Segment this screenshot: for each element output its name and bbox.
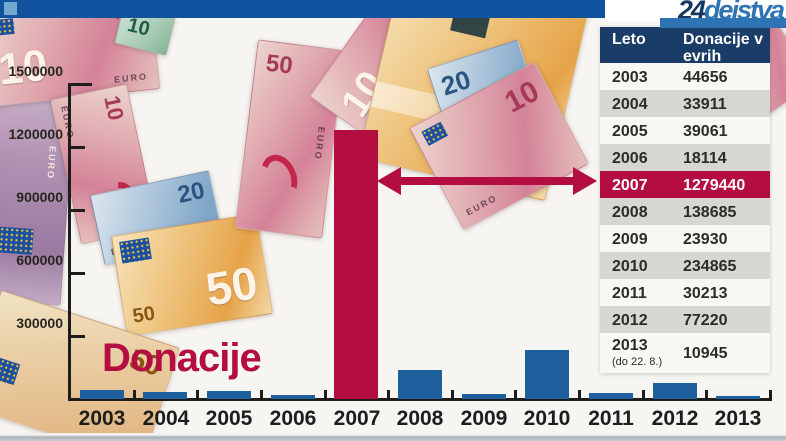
table-cell-note: (do 22. 8.)	[612, 356, 663, 368]
table-cell-value: 10945	[683, 345, 728, 362]
table-cell-year: 2003	[612, 69, 648, 86]
bar-2013	[716, 396, 760, 399]
table-row-2011: 2011 30213	[600, 279, 770, 306]
y-tick-label: 300000	[16, 315, 63, 331]
table-row-2004: 2004 33911	[600, 90, 770, 117]
x-tick	[705, 390, 708, 398]
y-tick	[68, 335, 85, 338]
x-tick-label: 2009	[460, 407, 508, 430]
table-cell-year: 2006	[612, 150, 648, 167]
y-axis	[68, 84, 71, 401]
table-cell-value: 1279440	[683, 177, 746, 194]
logo-24: 24	[677, 0, 706, 21]
table-body: 2003 44656 2004 33911 2005 39061 2006 18114 2007…	[600, 63, 770, 373]
x-tick	[133, 390, 136, 398]
y-tick-label: 600000	[16, 252, 63, 268]
bar-2007	[334, 130, 378, 399]
table-row-2006: 2006 18114	[600, 144, 770, 171]
table-row-2007: 2007 1279440	[600, 171, 770, 198]
bar-2004	[143, 392, 187, 399]
x-tick	[324, 390, 327, 398]
y-tick-label: 900000	[16, 189, 63, 205]
bar-2008	[398, 370, 442, 399]
x-tick-label: 2008	[396, 407, 444, 430]
table-cell-year: 2010	[612, 258, 648, 275]
table-header: Leto Donacije v evrih	[600, 27, 770, 65]
table-row-2005: 2005 39061	[600, 117, 770, 144]
table-cell-year: 2009	[612, 231, 648, 248]
table-cell-value: 23930	[683, 231, 728, 248]
x-tick	[451, 390, 454, 398]
x-tick	[769, 390, 772, 398]
table-cell-value: 39061	[683, 123, 728, 140]
table-cell-value: 234865	[683, 258, 737, 275]
x-tick-label: 2007	[333, 407, 381, 430]
bottom-border	[0, 433, 786, 441]
donations-table: Leto Donacije v evrih 2003 44656 2004 33911…	[600, 27, 770, 373]
x-tick-label: 2003	[78, 407, 126, 430]
table-cell-value: 30213	[683, 285, 728, 302]
x-tick-label: 2004	[142, 407, 190, 430]
y-tick-label: 1200000	[8, 126, 63, 142]
brand-square-icon	[4, 2, 17, 15]
bar-2005	[207, 391, 251, 399]
table-cell-value: 138685	[683, 204, 737, 221]
table-cell-value: 44656	[683, 69, 728, 86]
table-row-2013: 2013 (do 22. 8.) 10945	[600, 333, 770, 373]
x-tick	[514, 390, 517, 398]
table-cell-value: 33911	[683, 96, 727, 113]
x-tick-label: 2012	[651, 407, 699, 430]
x-tick	[578, 390, 581, 398]
table-cell-year: 2005	[612, 123, 648, 140]
x-tick	[196, 390, 199, 398]
highlight-arrow-icon	[377, 167, 597, 195]
table-cell-year: 2008	[612, 204, 648, 221]
table-cell-year: 2013 (do 22. 8.)	[612, 337, 663, 368]
table-row-2003: 2003 44656	[600, 63, 770, 90]
table-cell-value: 77220	[683, 312, 728, 329]
y-tick	[68, 83, 92, 86]
logo-dejstva: dejstva	[703, 0, 785, 21]
x-tick-label: 2010	[523, 407, 571, 430]
table-cell-year: 2012	[612, 312, 648, 329]
table-cell-year: 2011	[612, 285, 647, 302]
bar-2003	[80, 390, 124, 399]
table-cell-year: 2004	[612, 96, 648, 113]
brand-logo: 24dejstva	[605, 0, 786, 21]
x-tick	[387, 390, 390, 398]
x-axis	[68, 398, 772, 401]
table-row-2008: 2008 138685	[600, 198, 770, 225]
logo-underline	[660, 18, 786, 28]
bar-2009	[462, 394, 506, 399]
y-tick	[68, 146, 85, 149]
y-tick	[68, 209, 85, 212]
table-cell-value: 18114	[683, 150, 727, 167]
y-tick	[68, 272, 85, 275]
bar-2011	[589, 393, 633, 399]
x-tick	[642, 390, 645, 398]
bar-2010	[525, 350, 569, 399]
bar-2006	[271, 395, 315, 399]
bar-2012	[653, 383, 697, 399]
x-tick-label: 2013	[714, 407, 762, 430]
x-tick-label: 2005	[205, 407, 253, 430]
table-row-2009: 2009 23930	[600, 225, 770, 252]
x-tick-label: 2011	[588, 407, 634, 430]
x-tick-label: 2006	[269, 407, 317, 430]
y-tick-label: 1500000	[8, 63, 63, 79]
table-header-value: Donacije v evrih	[683, 31, 764, 65]
chart-title: Donacije	[102, 336, 262, 380]
table-header-year: Leto	[612, 31, 646, 48]
header-strip	[0, 0, 786, 18]
x-tick	[260, 390, 263, 398]
table-row-2012: 2012 77220	[600, 306, 770, 333]
table-row-2010: 2010 234865	[600, 252, 770, 279]
table-cell-year: 2007	[612, 177, 648, 194]
